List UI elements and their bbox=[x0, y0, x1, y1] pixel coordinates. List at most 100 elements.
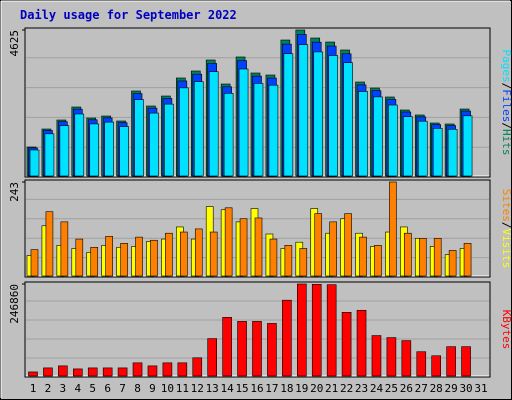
bar bbox=[432, 128, 443, 177]
bar bbox=[358, 91, 368, 177]
x-tick-label: 9 bbox=[149, 382, 156, 395]
bar bbox=[314, 213, 323, 277]
bar bbox=[147, 365, 158, 377]
bar bbox=[296, 283, 307, 377]
x-tick-label: 27 bbox=[415, 382, 428, 395]
x-tick-label: 4 bbox=[74, 382, 81, 395]
legend: Pages/Files/Hits bbox=[500, 50, 512, 156]
bar bbox=[356, 309, 367, 377]
bar bbox=[44, 133, 55, 177]
legend: KBytes bbox=[500, 310, 512, 350]
bar bbox=[311, 284, 322, 377]
bar bbox=[29, 149, 40, 177]
bar bbox=[389, 181, 397, 277]
x-tick-label: 26 bbox=[400, 382, 413, 395]
bar bbox=[105, 236, 113, 277]
x-tick-label: 17 bbox=[265, 382, 278, 395]
bar bbox=[134, 99, 144, 177]
bar bbox=[165, 232, 173, 277]
bar bbox=[179, 87, 189, 177]
x-tick-label: 6 bbox=[104, 382, 111, 395]
bar bbox=[418, 237, 427, 277]
bar bbox=[268, 84, 279, 177]
bar bbox=[239, 218, 248, 277]
bar bbox=[208, 71, 219, 177]
bar bbox=[463, 243, 472, 277]
bar bbox=[162, 362, 173, 377]
bar bbox=[87, 367, 98, 377]
legend-entry: Files bbox=[500, 89, 512, 122]
bar bbox=[299, 248, 308, 277]
x-tick-label: 28 bbox=[430, 382, 443, 395]
bar bbox=[401, 340, 412, 377]
x-tick-label: 18 bbox=[280, 382, 293, 395]
bar bbox=[89, 123, 100, 177]
bar bbox=[404, 232, 412, 277]
bar bbox=[74, 113, 85, 177]
x-tick-label: 31 bbox=[474, 382, 487, 395]
x-tick-label: 12 bbox=[191, 382, 204, 395]
chart-title: Daily usage for September 2022 bbox=[20, 8, 237, 22]
bar bbox=[177, 362, 188, 377]
bar bbox=[461, 346, 471, 377]
legend-entry: Visits bbox=[500, 229, 512, 269]
bar bbox=[119, 126, 129, 177]
y-tick-label: 246860 bbox=[8, 284, 21, 324]
legend-entry: Hits bbox=[500, 129, 512, 156]
bar bbox=[374, 245, 382, 277]
bar bbox=[359, 236, 367, 277]
bar bbox=[104, 121, 114, 177]
bar bbox=[90, 246, 99, 277]
x-tick-label: 15 bbox=[235, 382, 248, 395]
bar bbox=[448, 250, 457, 277]
y-tick-label: 243 bbox=[8, 182, 21, 202]
bar bbox=[60, 221, 69, 277]
bar bbox=[43, 367, 53, 377]
bar bbox=[252, 321, 262, 377]
x-tick-label: 16 bbox=[250, 382, 263, 395]
bar bbox=[388, 104, 398, 177]
bar bbox=[416, 351, 427, 377]
x-tick-label: 1 bbox=[30, 382, 37, 395]
bar bbox=[120, 243, 128, 277]
bar bbox=[431, 355, 442, 377]
bar bbox=[59, 125, 70, 177]
bar bbox=[371, 335, 382, 377]
x-tick-label: 21 bbox=[325, 382, 338, 395]
bar bbox=[180, 231, 188, 277]
bar bbox=[73, 368, 83, 377]
bar bbox=[284, 245, 293, 277]
bar bbox=[313, 51, 324, 177]
bar bbox=[254, 217, 263, 277]
bar bbox=[58, 365, 68, 377]
bar bbox=[222, 317, 232, 377]
bar bbox=[344, 213, 352, 277]
bar bbox=[150, 239, 158, 277]
x-tick-label: 7 bbox=[119, 382, 126, 395]
x-tick-label: 10 bbox=[161, 382, 174, 395]
bar bbox=[447, 128, 458, 177]
bar bbox=[329, 221, 337, 277]
bar bbox=[417, 120, 428, 177]
x-tick-label: 25 bbox=[385, 382, 398, 395]
bar bbox=[45, 211, 54, 277]
bar bbox=[164, 103, 174, 177]
bar bbox=[28, 371, 38, 377]
bar bbox=[269, 238, 278, 277]
x-tick-label: 14 bbox=[221, 382, 235, 395]
bar bbox=[193, 81, 204, 177]
legend-separator: / bbox=[500, 83, 512, 90]
legend-entry: Sites bbox=[500, 189, 512, 222]
bar bbox=[282, 299, 292, 377]
bar bbox=[30, 249, 39, 277]
x-tick-label: 8 bbox=[134, 382, 141, 395]
bar bbox=[403, 116, 413, 177]
bar bbox=[298, 44, 309, 177]
bar bbox=[373, 96, 383, 177]
x-tick-label: 22 bbox=[340, 382, 353, 395]
x-tick-label: 23 bbox=[355, 382, 368, 395]
x-tick-label: 13 bbox=[206, 382, 219, 395]
bar bbox=[433, 237, 442, 277]
bar bbox=[253, 83, 264, 177]
x-tick-label: 30 bbox=[459, 382, 472, 395]
